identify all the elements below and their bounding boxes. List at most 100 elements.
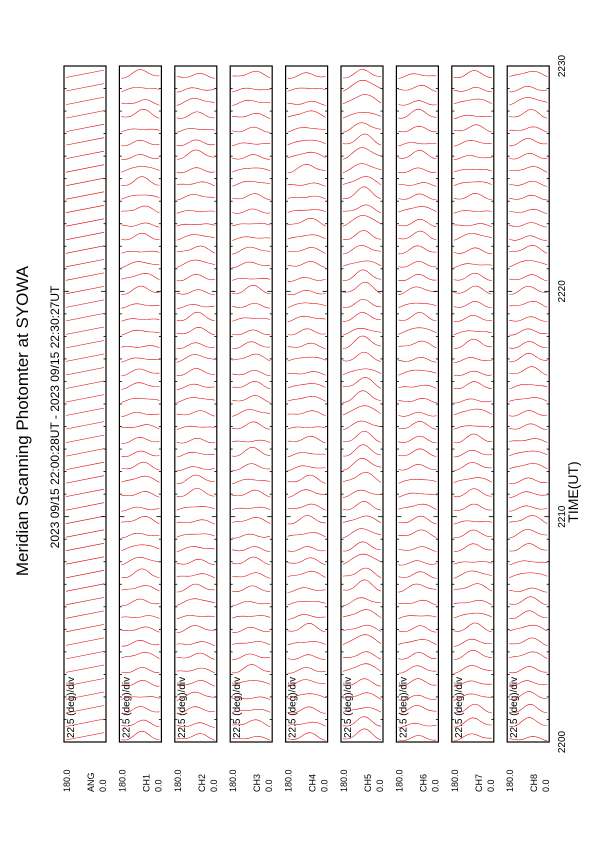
trace-line [121, 368, 160, 377]
trace-line [342, 634, 382, 645]
trace-line [453, 247, 492, 254]
trace-line [509, 463, 548, 470]
trace-line [398, 652, 437, 660]
trace-line [232, 70, 271, 79]
chart-title: Meridian Scanning Photomter at SYOWA [13, 265, 32, 576]
channel-label: CH3 [252, 774, 262, 792]
trace-line [121, 318, 160, 322]
trace-line [342, 489, 382, 498]
trace-line [232, 317, 271, 322]
y-min-label: 0.0 [541, 779, 551, 792]
trace-line [121, 585, 160, 592]
trace-line [121, 166, 160, 173]
trace-line [342, 567, 382, 578]
trace-line [509, 515, 548, 524]
trace-line [509, 691, 548, 701]
trace-line [176, 354, 215, 363]
trace-line [65, 434, 105, 443]
trace-line [65, 502, 105, 511]
trace-line [342, 458, 382, 471]
trace-line [398, 546, 437, 552]
trace-line [232, 223, 271, 227]
trace-line [121, 357, 160, 363]
panel-frame [285, 65, 329, 743]
trace-line [65, 610, 105, 619]
trace-line [232, 709, 271, 713]
trace-line [509, 235, 548, 241]
scale-label: 22.5 (deg)/div [177, 677, 188, 738]
trace-line [398, 435, 437, 444]
trace-line [287, 435, 326, 444]
trace-line [509, 180, 548, 187]
trace-line [509, 680, 548, 688]
panel-ch5: 22.5 (deg)/div 180.0 CH5 0.0 [339, 65, 385, 792]
trace-line [509, 109, 548, 119]
trace-line [509, 341, 548, 349]
trace-line [398, 302, 437, 308]
trace-group [453, 70, 492, 742]
trace-line [176, 438, 215, 444]
trace-line [453, 155, 492, 160]
trace-line [287, 732, 326, 741]
trace-line [509, 222, 548, 228]
trace-line [287, 151, 326, 159]
trace-line [342, 579, 382, 592]
trace-line [65, 137, 105, 146]
trace-line [176, 194, 215, 201]
trace-line [121, 475, 160, 483]
trace-line [176, 98, 215, 106]
trace-line [398, 678, 437, 687]
trace-line [509, 610, 548, 619]
trace-line [453, 450, 492, 458]
trace-line [398, 448, 437, 457]
trace-line [509, 300, 548, 308]
trace-line [342, 692, 382, 700]
trace-line [121, 69, 160, 79]
trace-line [398, 108, 437, 119]
scale-label: 22.5 (deg)/div [398, 677, 409, 738]
minor-ticks [451, 65, 494, 743]
trace-line [65, 705, 105, 714]
trace-line [176, 289, 215, 295]
trace-line [121, 261, 160, 268]
trace-line [509, 316, 548, 322]
trace-line [342, 678, 382, 687]
trace-line [65, 367, 105, 376]
trace-line [121, 706, 160, 714]
trace-line [342, 186, 382, 199]
trace-line [176, 533, 215, 538]
trace-line [232, 421, 271, 430]
trace-group [509, 71, 548, 742]
trace-line [509, 126, 548, 133]
trace-line [509, 208, 548, 214]
trace-line [453, 408, 492, 416]
trace-line [398, 384, 437, 389]
trace-line [232, 87, 271, 93]
panel-ch3: 22.5 (deg)/div 180.0 CH3 0.0 [228, 65, 274, 792]
trace-line [398, 219, 437, 227]
trace-line [176, 652, 215, 660]
trace-line [453, 181, 492, 186]
trace-line [232, 353, 271, 362]
trace-line [453, 520, 492, 525]
channel-label: CH2 [197, 774, 207, 792]
trace-line [398, 529, 437, 538]
trace-line [65, 732, 105, 741]
trace-line [232, 719, 271, 727]
trace-line [342, 609, 382, 618]
trace-line [65, 651, 105, 660]
trace-line [232, 439, 271, 443]
trace-line [287, 289, 326, 295]
panel-frame [174, 65, 218, 743]
panel-ch4: 22.5 (deg)/div 180.0 CH4 0.0 [284, 65, 330, 792]
trace-line [176, 598, 215, 606]
trace-line [453, 233, 492, 241]
trace-line [453, 717, 492, 728]
trace-line [232, 489, 271, 498]
trace-line [287, 328, 326, 336]
trace-line [509, 138, 548, 147]
trace-line [232, 167, 271, 173]
trace-line [287, 100, 326, 106]
trace-line [453, 357, 492, 363]
trace-line [121, 329, 160, 336]
